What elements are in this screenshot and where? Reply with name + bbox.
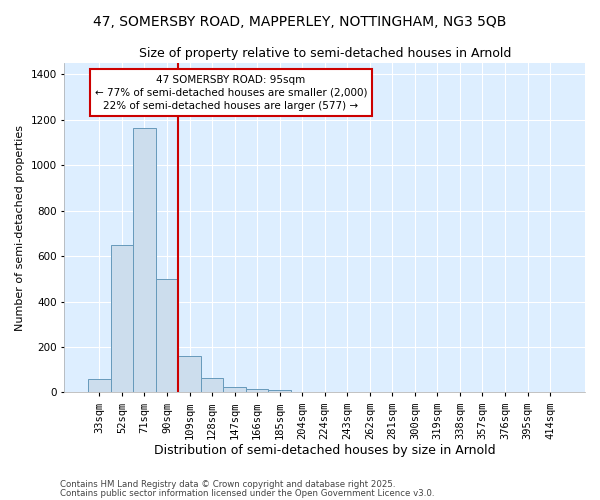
Bar [268,390,291,392]
Bar [223,386,246,392]
Y-axis label: Number of semi-detached properties: Number of semi-detached properties [15,124,25,330]
Bar [110,245,133,392]
Bar [246,389,268,392]
Bar [88,379,110,392]
X-axis label: Distribution of semi-detached houses by size in Arnold: Distribution of semi-detached houses by … [154,444,496,458]
Bar [156,279,178,392]
Text: 47 SOMERSBY ROAD: 95sqm
← 77% of semi-detached houses are smaller (2,000)
22% of: 47 SOMERSBY ROAD: 95sqm ← 77% of semi-de… [95,74,367,111]
Bar [133,128,156,392]
Bar [178,356,201,393]
Bar [201,378,223,392]
Text: Contains HM Land Registry data © Crown copyright and database right 2025.: Contains HM Land Registry data © Crown c… [60,480,395,489]
Title: Size of property relative to semi-detached houses in Arnold: Size of property relative to semi-detach… [139,48,511,60]
Text: 47, SOMERSBY ROAD, MAPPERLEY, NOTTINGHAM, NG3 5QB: 47, SOMERSBY ROAD, MAPPERLEY, NOTTINGHAM… [94,15,506,29]
Text: Contains public sector information licensed under the Open Government Licence v3: Contains public sector information licen… [60,489,434,498]
